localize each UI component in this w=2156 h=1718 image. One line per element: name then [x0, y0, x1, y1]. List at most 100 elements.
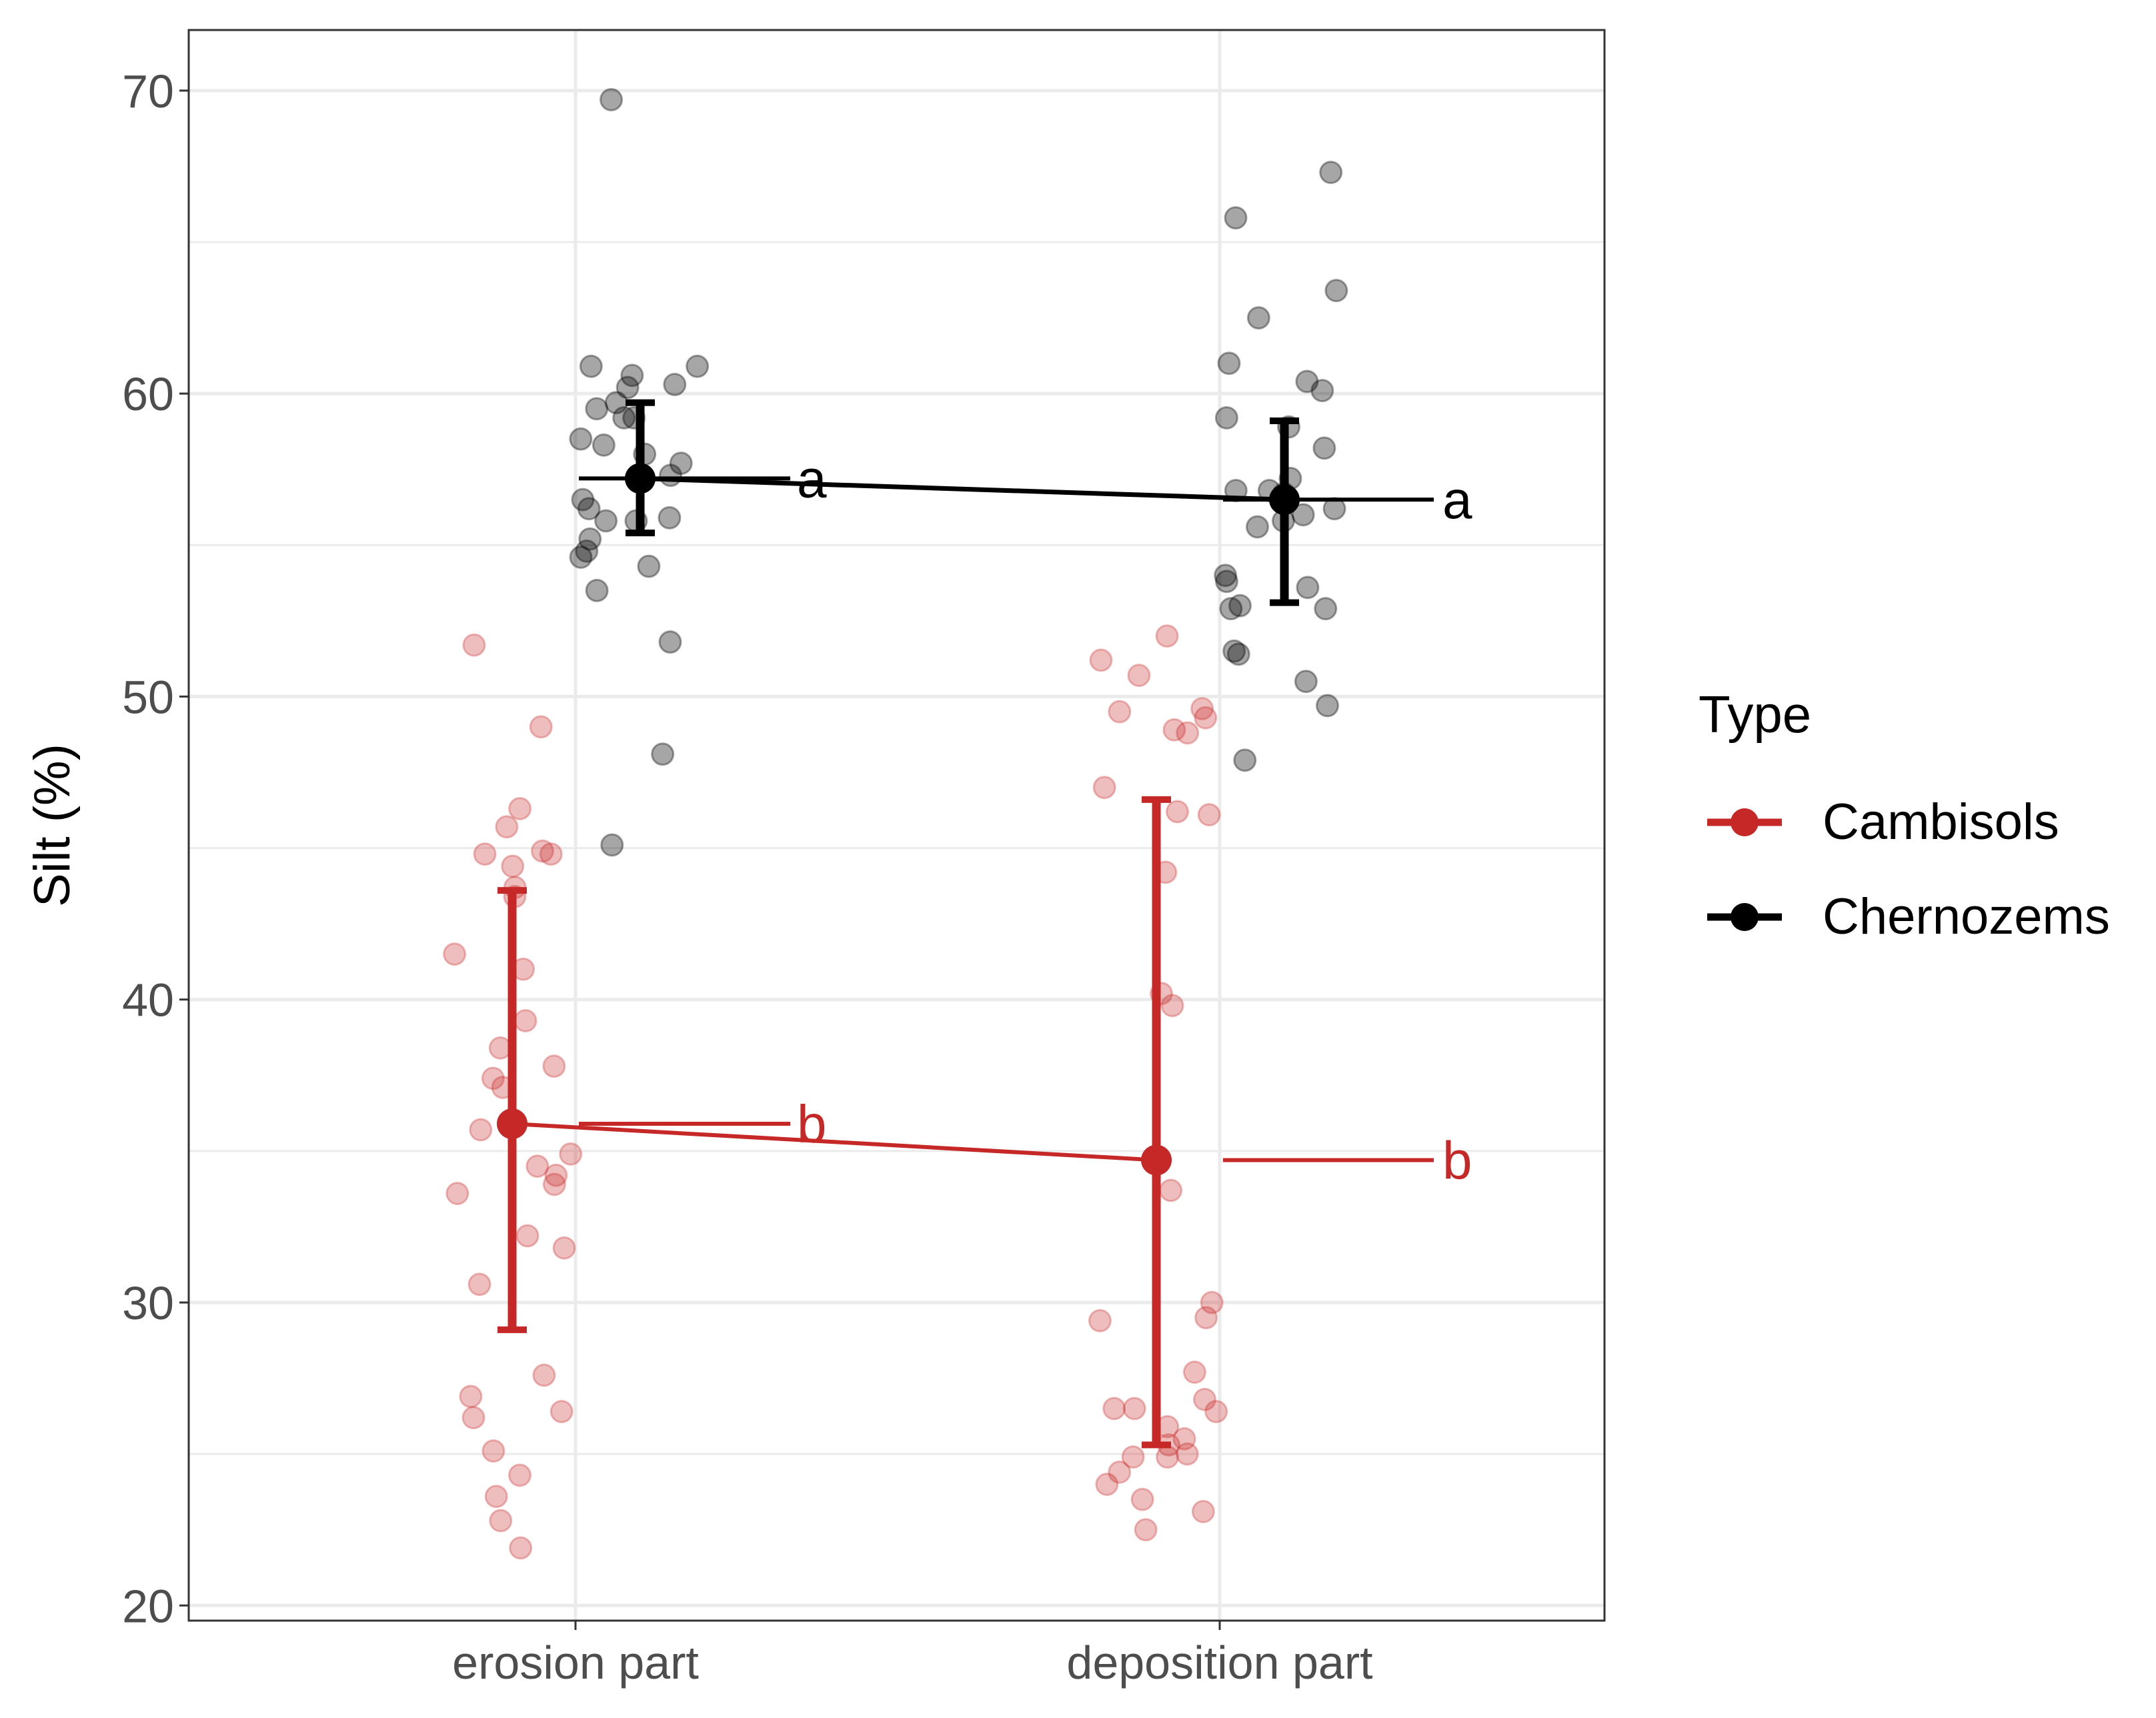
point-cambisols-deposition-part — [1159, 1178, 1183, 1202]
point-cambisols-deposition-part — [1197, 803, 1221, 827]
mean-point-cambisols-deposition-part — [1141, 1144, 1172, 1176]
point-chernozems-erosion-part — [569, 545, 593, 569]
point-chernozems-deposition-part — [1295, 369, 1319, 393]
point-chernozems-deposition-part — [1214, 405, 1238, 430]
point-cambisols-erosion-part — [445, 1181, 469, 1205]
point-cambisols-erosion-part — [501, 854, 525, 878]
point-chernozems-erosion-part — [637, 554, 661, 578]
legend-title: Type — [1699, 685, 1811, 744]
x-tick-label-deposition-part: deposition part — [1066, 1637, 1372, 1689]
point-chernozems-erosion-part — [592, 433, 616, 457]
point-cambisols-erosion-part — [473, 842, 497, 866]
significance-letter-chernozems-erosion-part: a — [797, 449, 827, 508]
point-chernozems-erosion-part — [585, 578, 609, 602]
point-cambisols-erosion-part — [542, 1172, 566, 1196]
x-tick-label-erosion-part: erosion part — [452, 1637, 699, 1689]
point-cambisols-erosion-part — [469, 1118, 493, 1142]
point-chernozems-deposition-part — [1312, 436, 1336, 460]
point-cambisols-deposition-part — [1130, 1487, 1154, 1511]
category-grid-layer — [574, 30, 1222, 1621]
point-cambisols-deposition-part — [1102, 1397, 1126, 1421]
point-cambisols-erosion-part — [515, 1224, 540, 1248]
point-cambisols-erosion-part — [531, 839, 555, 863]
point-cambisols-erosion-part — [495, 815, 519, 839]
point-chernozems-deposition-part — [1314, 597, 1338, 621]
point-cambisols-erosion-part — [507, 1463, 531, 1487]
point-cambisols-deposition-part — [1204, 1400, 1228, 1424]
point-chernozems-erosion-part — [578, 527, 602, 551]
y-tick-label: 50 — [122, 671, 174, 723]
y-tick-label: 20 — [122, 1580, 174, 1632]
point-chernozems-deposition-part — [1217, 351, 1241, 375]
point-cambisols-deposition-part — [1194, 706, 1218, 730]
y-axis-title: Silt (%) — [24, 744, 81, 907]
point-chernozems-deposition-part — [1294, 670, 1318, 694]
trend-line-cambisols — [511, 1121, 1157, 1162]
point-chernozems-erosion-part — [569, 427, 593, 451]
summary-layer: b b a a — [497, 399, 1472, 1449]
point-chernozems-erosion-part — [600, 833, 624, 857]
point-cambisols-erosion-part — [550, 1400, 574, 1424]
point-chernozems-deposition-part — [1319, 161, 1343, 185]
point-cambisols-deposition-part — [1162, 718, 1186, 742]
point-cambisols-deposition-part — [1165, 800, 1189, 824]
point-cambisols-erosion-part — [532, 1363, 556, 1387]
legend-label-chernozems: Chernozems — [1823, 888, 2110, 945]
point-chernozems-erosion-part — [658, 630, 682, 654]
point-cambisols-deposition-part — [1194, 1306, 1218, 1330]
point-cambisols-deposition-part — [1182, 1360, 1206, 1384]
point-chernozems-erosion-part — [594, 509, 618, 533]
point-chernozems-erosion-part — [669, 452, 693, 476]
point-cambisols-deposition-part — [1192, 1387, 1216, 1411]
grid-layer — [189, 89, 1604, 1607]
point-chernozems-deposition-part — [1228, 594, 1252, 618]
point-chernozems-deposition-part — [1214, 570, 1238, 594]
legend-item-cambisols: Cambisols — [1707, 794, 2059, 850]
point-cambisols-deposition-part — [1134, 1518, 1158, 1542]
point-chernozems-erosion-part — [579, 354, 603, 378]
point-chernozems-erosion-part — [658, 506, 682, 530]
plot-panel-border — [187, 29, 1606, 1622]
point-cambisols-deposition-part — [1108, 700, 1132, 724]
point-cambisols-deposition-part — [1122, 1397, 1146, 1421]
point-chernozems-erosion-part — [600, 87, 624, 111]
point-chernozems-erosion-part — [651, 742, 675, 766]
point-cambisols-deposition-part — [1127, 664, 1151, 688]
point-cambisols-erosion-part — [459, 1385, 483, 1409]
point-cambisols-erosion-part — [544, 1163, 568, 1187]
point-chernozems-deposition-part — [1310, 379, 1334, 403]
legend-key-dot-chernozems — [1731, 903, 1759, 931]
point-cambisols-deposition-part — [1172, 1427, 1196, 1451]
point-chernozems-deposition-part — [1315, 694, 1339, 718]
point-cambisols-erosion-part — [509, 1536, 533, 1560]
point-cambisols-erosion-part — [443, 942, 467, 966]
point-chernozems-erosion-part — [577, 497, 601, 521]
point-chernozems-deposition-part — [1246, 306, 1270, 330]
point-chernozems-deposition-part — [1219, 597, 1243, 621]
point-chernozems-deposition-part — [1214, 564, 1238, 588]
legend: Type Cambisols Chernozems — [1699, 685, 2110, 945]
point-cambisols-deposition-part — [1155, 624, 1179, 648]
point-cambisols-erosion-part — [489, 1509, 513, 1533]
point-cambisols-deposition-part — [1190, 697, 1214, 721]
point-cambisols-deposition-part — [1095, 1473, 1119, 1497]
point-cambisols-deposition-part — [1108, 1460, 1132, 1484]
point-cambisols-erosion-part — [462, 633, 486, 657]
significance-letter-cambisols-erosion-part: b — [797, 1094, 827, 1154]
legend-key-dot-cambisols — [1731, 808, 1759, 836]
point-cambisols-erosion-part — [529, 715, 553, 739]
point-cambisols-deposition-part — [1175, 1442, 1199, 1466]
point-cambisols-erosion-part — [552, 1236, 576, 1260]
y-tick-label: 30 — [122, 1277, 174, 1329]
point-cambisols-erosion-part — [525, 1154, 550, 1178]
point-chernozems-deposition-part — [1233, 748, 1257, 772]
y-tick-label: 70 — [122, 65, 174, 117]
point-chernozems-erosion-part — [663, 373, 687, 397]
point-chernozems-deposition-part — [1224, 206, 1248, 230]
point-cambisols-deposition-part — [1092, 776, 1116, 800]
significance-letter-chernozems-deposition-part: a — [1442, 470, 1472, 530]
point-cambisols-deposition-part — [1088, 1309, 1112, 1333]
point-chernozems-erosion-part — [620, 363, 644, 387]
connector-lines-layer — [511, 476, 1285, 1162]
